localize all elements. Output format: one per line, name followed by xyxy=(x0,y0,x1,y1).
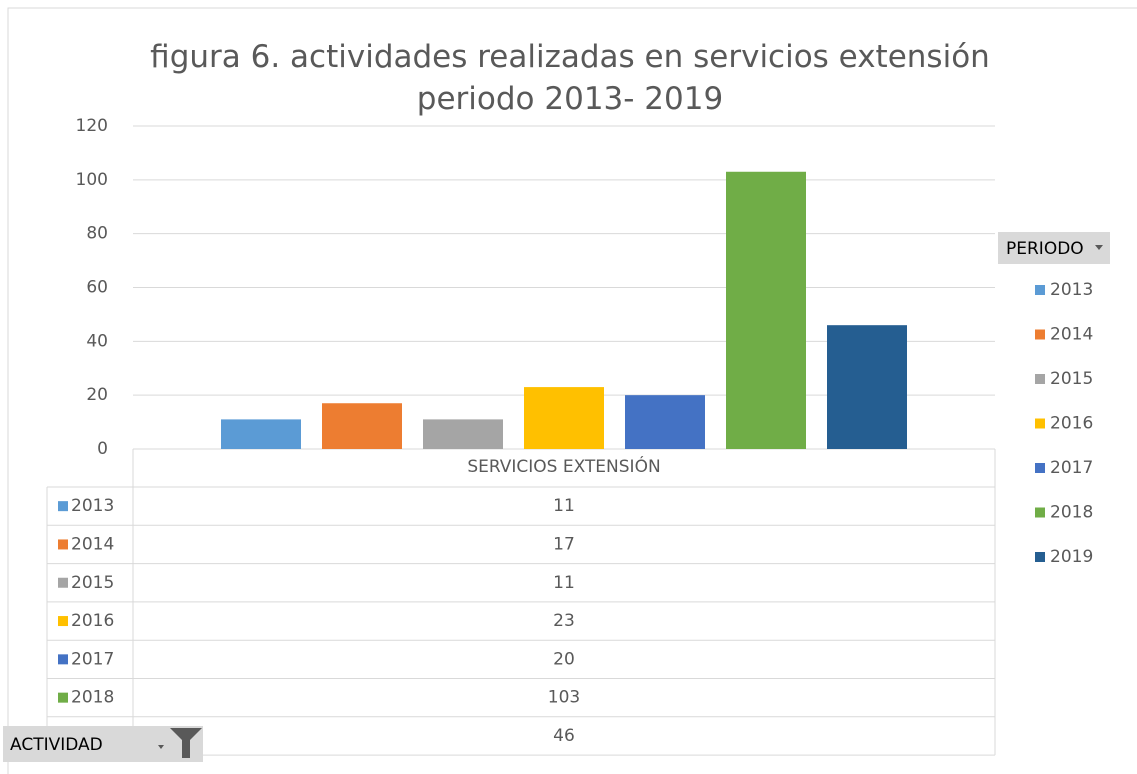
y-tick-label: 120 xyxy=(76,116,108,136)
table-key xyxy=(58,692,68,703)
bar xyxy=(726,171,806,449)
bar xyxy=(827,325,907,449)
table-row-label: 2015 xyxy=(71,573,114,593)
table-row-label: 2017 xyxy=(71,649,114,669)
legend-label: 2016 xyxy=(1050,414,1093,434)
legend-key xyxy=(1035,329,1045,340)
legend-key xyxy=(1035,418,1045,429)
table-value: 23 xyxy=(553,611,575,631)
legend-key xyxy=(1035,552,1045,562)
bar xyxy=(423,419,503,449)
y-tick-label: 80 xyxy=(86,224,108,244)
table-row-label: 2016 xyxy=(71,611,114,631)
bar xyxy=(524,387,604,449)
legend-label: 2013 xyxy=(1050,280,1093,300)
legend-label: 2017 xyxy=(1050,458,1093,478)
filter-label: ACTIVIDAD xyxy=(10,735,103,755)
table-key xyxy=(58,654,68,665)
table-value: 11 xyxy=(553,496,575,516)
table-key xyxy=(58,577,68,588)
y-tick-label: 20 xyxy=(86,385,108,405)
chart-frame xyxy=(7,7,1137,774)
table-value: 103 xyxy=(548,688,580,708)
y-tick-label: 40 xyxy=(86,331,108,351)
legend-button[interactable] xyxy=(998,232,1110,264)
filter-icon xyxy=(158,728,202,758)
bar xyxy=(322,403,402,449)
dropdown-arrow xyxy=(1095,245,1103,250)
table-key xyxy=(58,539,68,550)
x-tick-label: SERVICIOS EXTENSIÓN xyxy=(467,455,660,477)
y-tick-label: 0 xyxy=(97,439,108,459)
table-value: 11 xyxy=(553,573,575,593)
filter-button[interactable] xyxy=(3,726,203,762)
legend-key xyxy=(1035,374,1045,384)
table-value: 46 xyxy=(553,726,575,746)
legend-key xyxy=(1035,285,1045,295)
table-key xyxy=(58,501,68,512)
legend-label: 2018 xyxy=(1050,503,1093,523)
chart-title: figura 6. actividades realizadas en serv… xyxy=(150,39,990,117)
bar xyxy=(221,419,301,449)
bar xyxy=(625,395,705,449)
y-tick-label: 100 xyxy=(76,170,108,190)
table-value: 17 xyxy=(553,534,575,554)
legend-key xyxy=(1035,463,1045,473)
table-key xyxy=(58,616,68,627)
y-tick-label: 60 xyxy=(86,278,108,298)
legend-title: PERIODO xyxy=(1006,239,1084,259)
legend-label: 2014 xyxy=(1050,325,1093,345)
legend-label: 2015 xyxy=(1050,369,1093,389)
legend-label: 2019 xyxy=(1050,547,1093,567)
legend-key xyxy=(1035,507,1045,518)
table-row-label: 2018 xyxy=(71,688,114,708)
table-row-label: 2014 xyxy=(71,534,114,554)
table-row-label: 2013 xyxy=(71,496,114,516)
table-value: 20 xyxy=(553,649,575,669)
